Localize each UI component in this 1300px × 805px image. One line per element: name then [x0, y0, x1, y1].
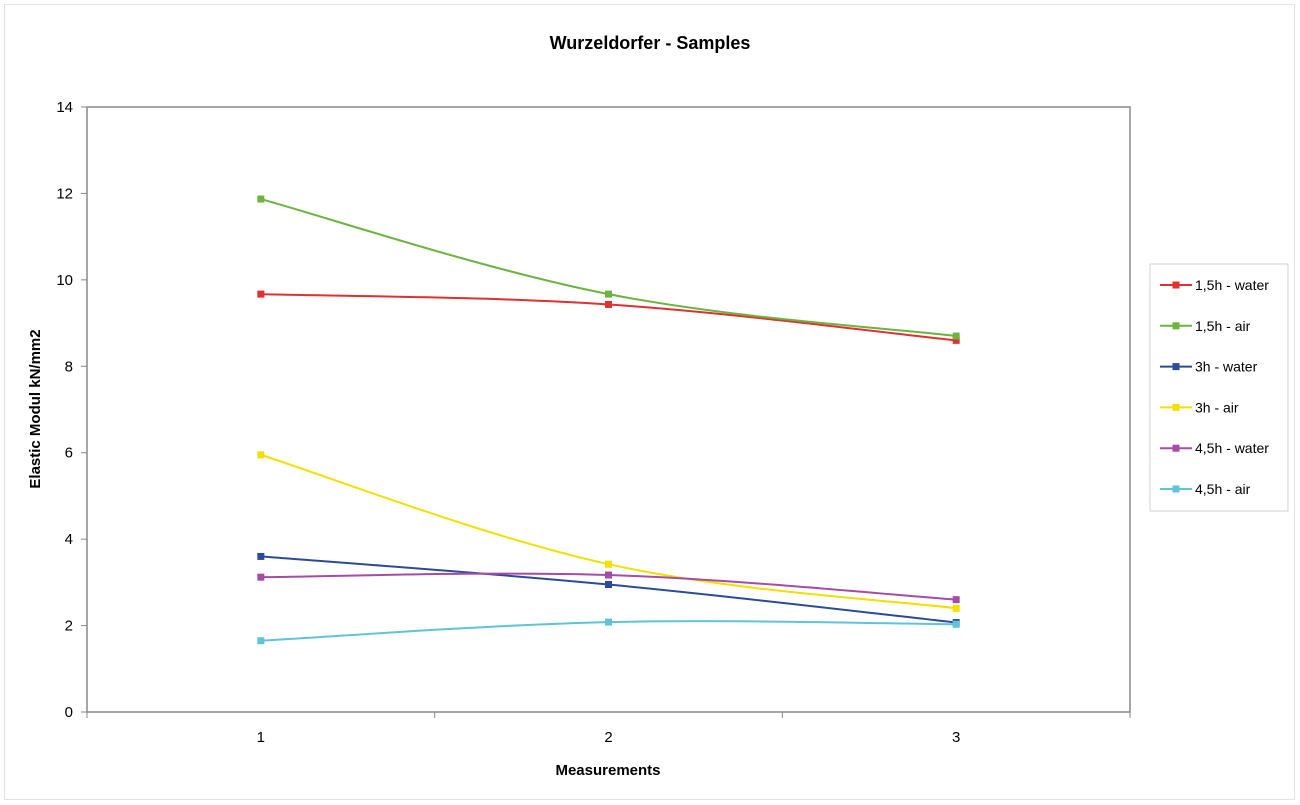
legend-swatch-marker	[1172, 403, 1180, 411]
series-layer	[257, 195, 960, 645]
legend-item: 1,5h - water	[1160, 277, 1269, 293]
y-axis-title: Elastic Modul kN/mm2	[27, 329, 44, 488]
data-point	[257, 637, 265, 645]
series-4	[257, 451, 960, 612]
series-1	[257, 290, 960, 344]
data-point	[952, 620, 960, 628]
y-tick-label: 0	[65, 704, 73, 721]
legend-label: 4,5h - water	[1195, 440, 1269, 456]
data-point	[952, 336, 960, 344]
y-tick-label: 10	[56, 272, 73, 289]
legend-swatch-marker	[1172, 444, 1180, 452]
chart-frame	[4, 4, 1295, 800]
legend-label: 1,5h - water	[1195, 277, 1269, 293]
y-axis-ticks: 0 2 4 6 8 10 12 14	[56, 99, 87, 721]
data-point	[605, 618, 612, 626]
data-point	[605, 571, 612, 579]
x-tick-label: 1	[257, 729, 265, 746]
data-point	[952, 604, 960, 612]
legend-swatch-marker	[1172, 485, 1180, 493]
x-tick-label: 2	[604, 729, 612, 746]
legend-item: 4,5h - air	[1160, 481, 1251, 497]
legend-item: 3h - air	[1160, 399, 1239, 415]
x-tick-label: 3	[952, 729, 960, 746]
data-point	[257, 552, 265, 560]
chart-title: Wurzeldorfer - Samples	[550, 33, 751, 53]
series-6	[257, 618, 960, 645]
data-point	[952, 332, 960, 340]
x-axis-title: Measurements	[555, 762, 660, 779]
data-point	[257, 195, 265, 203]
y-tick-label: 12	[56, 185, 73, 202]
x-axis-ticks: 1 2 3	[86, 712, 1131, 746]
legend-swatch-marker	[1172, 322, 1180, 330]
legend-swatch-marker	[1172, 363, 1180, 371]
data-point	[605, 560, 612, 568]
legend-item: 1,5h - air	[1160, 318, 1251, 334]
legend-item: 4,5h - water	[1160, 440, 1269, 456]
legend-label: 1,5h - air	[1195, 318, 1251, 334]
data-point	[257, 290, 265, 298]
y-tick-label: 6	[65, 445, 73, 462]
series-2	[257, 195, 960, 340]
legend: 1,5h - water 1,5h - air 3h - water 3h - air…	[1160, 277, 1269, 497]
legend-label: 4,5h - air	[1195, 481, 1251, 497]
data-point	[257, 573, 265, 581]
data-point	[605, 300, 612, 308]
y-tick-label: 4	[65, 531, 73, 548]
data-point	[605, 290, 612, 298]
legend-box	[1149, 263, 1289, 512]
legend-label: 3h - air	[1195, 399, 1239, 415]
y-tick-label: 2	[65, 618, 73, 635]
data-point	[952, 596, 960, 604]
data-point	[257, 451, 265, 459]
data-point	[605, 581, 612, 589]
legend-item: 3h - water	[1160, 359, 1258, 375]
legend-label: 3h - water	[1195, 359, 1258, 375]
series-5	[257, 571, 960, 604]
y-tick-label: 8	[65, 358, 73, 375]
y-tick-label: 14	[56, 99, 73, 116]
legend-swatch-marker	[1172, 281, 1180, 289]
